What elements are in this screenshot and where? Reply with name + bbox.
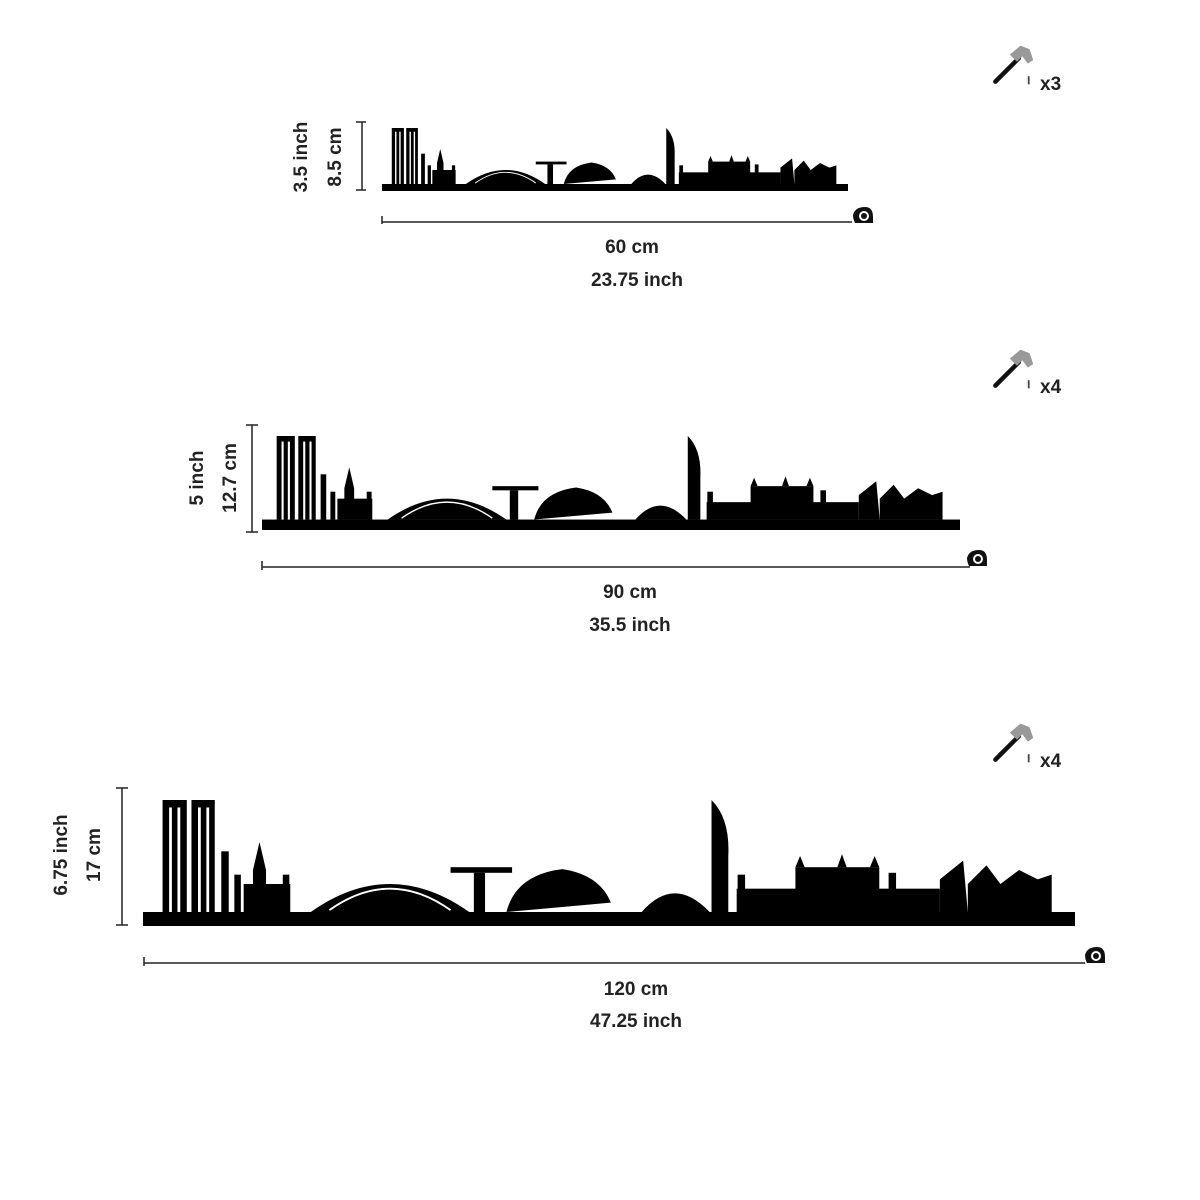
height-cm: 12.7 cm [220, 443, 241, 513]
tape-icon [853, 207, 873, 223]
width-line [381, 216, 852, 224]
hammer-icon [995, 46, 1033, 85]
nail-count: x4 [1040, 377, 1062, 398]
nail-count: x3 [1040, 74, 1061, 95]
height-line [356, 121, 366, 191]
height-inch: 5 inch [187, 451, 208, 506]
skyline [143, 800, 1075, 926]
height-cm: 8.5 cm [325, 127, 346, 186]
nail-count: x4 [1040, 751, 1062, 772]
width-cm: 60 cm [605, 237, 659, 258]
width-line [261, 561, 970, 570]
skyline [382, 128, 848, 191]
tape-icon [1085, 947, 1105, 963]
hammer-icon [995, 350, 1033, 389]
width-line [143, 957, 1085, 966]
width-cm: 120 cm [604, 979, 668, 1000]
width-inch: 35.5 inch [589, 615, 670, 636]
height-line [246, 424, 258, 533]
height-line [116, 787, 128, 926]
width-inch: 23.75 inch [591, 270, 683, 291]
hammer-icon [995, 724, 1033, 763]
width-inch: 47.25 inch [590, 1011, 682, 1032]
height-cm: 17 cm [84, 828, 105, 882]
height-inch: 3.5 inch [291, 122, 312, 193]
size-small: x3 3.5 inch 8.5 cm 60 cm 23.75 inch [291, 46, 1061, 291]
size-medium: x4 5 inch 12.7 cm 90 cm 35.5 inch [187, 350, 1062, 636]
height-inch: 6.75 inch [51, 814, 72, 895]
tape-icon [967, 550, 987, 566]
skyline [262, 436, 960, 530]
size-large: x4 6.75 inch 17 cm 120 cm 47.25 inch [51, 724, 1105, 1032]
width-cm: 90 cm [603, 582, 657, 603]
